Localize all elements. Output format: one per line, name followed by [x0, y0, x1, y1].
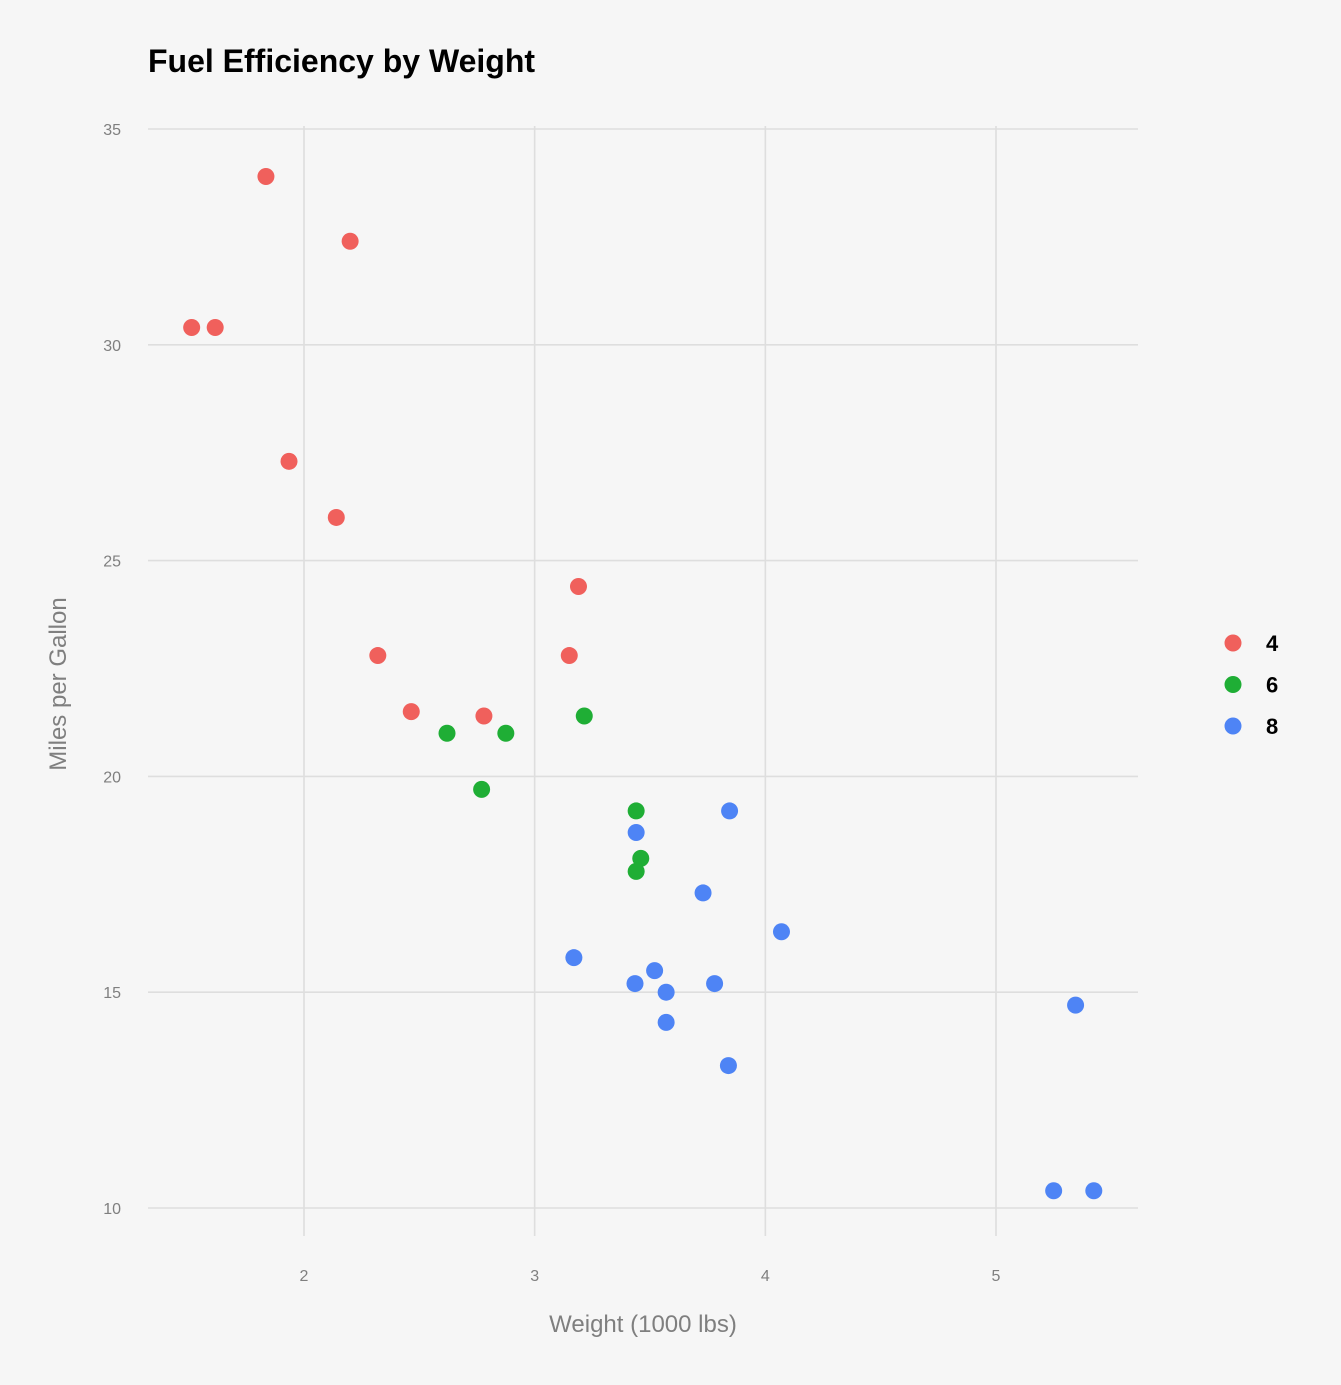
legend: 4 6 8 — [1224, 631, 1279, 739]
grid-lines — [148, 126, 1138, 1236]
legend-label-6: 6 — [1266, 673, 1278, 698]
data-point-4 — [280, 452, 298, 470]
data-point-4 — [369, 647, 387, 665]
x-axis-ticks: 2 3 4 5 — [300, 1268, 1001, 1285]
data-point-6 — [632, 849, 650, 867]
data-point-4 — [257, 167, 275, 185]
data-point-8 — [646, 962, 664, 980]
data-point-8 — [657, 1013, 675, 1031]
data-point-8 — [565, 949, 583, 967]
y-tick-label: 35 — [103, 122, 121, 139]
chart-title: Fuel Efficiency by Weight — [148, 43, 535, 79]
data-point-8 — [626, 975, 644, 993]
data-point-4 — [560, 647, 578, 665]
legend-label-4: 4 — [1266, 631, 1279, 656]
y-axis-title: Miles per Gallon — [45, 597, 72, 770]
data-point-4 — [569, 577, 587, 595]
data-point-8 — [1067, 996, 1085, 1014]
data-point-8 — [772, 923, 790, 941]
legend-marker-4 — [1224, 634, 1242, 652]
data-point-8 — [706, 975, 724, 993]
data-point-4 — [206, 319, 224, 337]
data-point-8 — [627, 824, 645, 842]
data-points — [183, 167, 1103, 1200]
x-tick-label: 3 — [530, 1268, 539, 1285]
data-point-8 — [1085, 1182, 1103, 1200]
y-tick-label: 30 — [103, 338, 121, 355]
data-point-6 — [497, 724, 515, 742]
x-tick-label: 2 — [300, 1268, 309, 1285]
y-tick-label: 25 — [103, 554, 121, 571]
data-point-6 — [627, 862, 645, 880]
data-point-8 — [719, 1057, 737, 1075]
data-point-6 — [627, 802, 645, 820]
data-point-4 — [327, 508, 345, 526]
data-point-8 — [1045, 1182, 1063, 1200]
x-tick-label: 4 — [761, 1268, 770, 1285]
y-tick-label: 10 — [103, 1201, 121, 1218]
data-point-6 — [473, 780, 491, 798]
data-point-8 — [721, 802, 739, 820]
x-axis-title: Weight (1000 lbs) — [549, 1311, 737, 1338]
data-point-4 — [183, 319, 201, 337]
y-tick-label: 20 — [103, 769, 121, 786]
legend-marker-8 — [1224, 717, 1242, 735]
data-point-6 — [575, 707, 593, 725]
data-point-4 — [475, 707, 493, 725]
data-point-4 — [402, 703, 420, 721]
data-point-8 — [657, 983, 675, 1001]
legend-marker-6 — [1224, 676, 1242, 693]
legend-label-8: 8 — [1266, 714, 1278, 739]
y-axis-ticks: 10 15 20 25 30 35 — [103, 122, 121, 1218]
x-tick-label: 5 — [992, 1268, 1001, 1285]
y-tick-label: 15 — [103, 985, 121, 1002]
data-point-4 — [341, 232, 359, 250]
data-point-8 — [694, 884, 712, 902]
data-point-6 — [438, 724, 456, 742]
